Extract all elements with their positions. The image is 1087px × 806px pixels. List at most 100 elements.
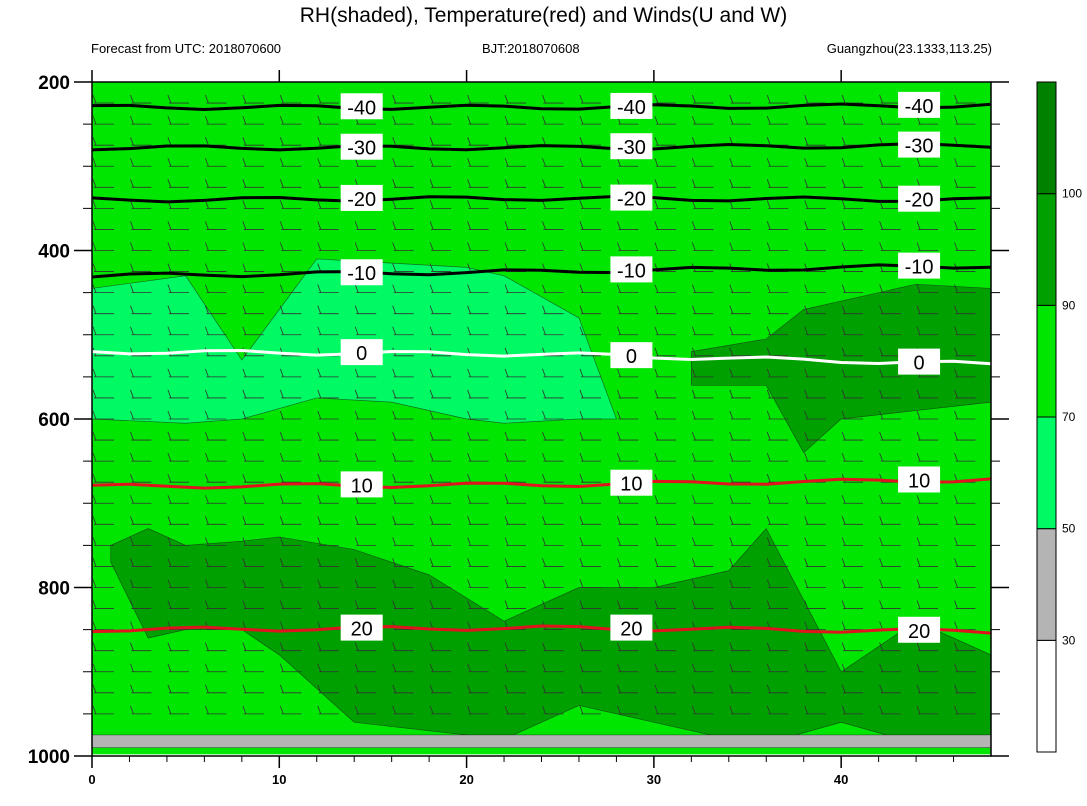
- contour-label-box: [610, 614, 653, 641]
- wind-barb-flag: [579, 242, 584, 251]
- wind-barb-flag: [242, 600, 247, 609]
- wind-barb-flag: [167, 579, 172, 588]
- wind-barb-flag: [130, 621, 134, 630]
- wind-barb-flag: [579, 474, 584, 483]
- temp-contour--40: [91, 102, 992, 112]
- wind-barb-flag: [279, 389, 284, 399]
- wind-barb-flag: [467, 179, 471, 188]
- wind-barb-flag: [279, 200, 284, 209]
- wind-barb-flag: [804, 537, 809, 546]
- wind-barb-flag: [729, 305, 734, 314]
- wind-barb-flag: [654, 179, 659, 188]
- wind-barb-flag: [841, 347, 846, 356]
- wind-barb-flag: [954, 221, 958, 230]
- wind-barb-flag: [429, 284, 434, 293]
- contour-label-box: [898, 466, 941, 493]
- wind-barb-flag: [279, 579, 284, 588]
- wind-barb-flag: [841, 558, 846, 567]
- wind-barb-flag: [766, 431, 771, 441]
- wind-barb-flag: [392, 600, 397, 609]
- wind-barb-flag: [804, 179, 809, 188]
- wind-barb-flag: [242, 705, 247, 715]
- wind-barb-flag: [205, 115, 209, 125]
- wind-barb-flag: [766, 705, 771, 715]
- wind-barb-flag: [205, 579, 209, 588]
- wind-barb-flag: [242, 368, 247, 378]
- colorbar-box: [1036, 416, 1057, 530]
- wind-barb-flag: [542, 474, 546, 483]
- contour-label-box: [340, 614, 383, 641]
- wind-barb-flag: [804, 516, 809, 525]
- contour-label: 10: [908, 470, 930, 492]
- wind-barb-flag: [242, 263, 247, 272]
- wind-barb-flag: [504, 579, 509, 588]
- wind-barb-flag: [504, 537, 509, 546]
- wind-barb-flag: [242, 579, 247, 588]
- wind-barb-flag: [879, 410, 883, 420]
- wind-barb-flag: [205, 179, 209, 188]
- wind-barb-flag: [354, 326, 359, 335]
- contour-label: -10: [905, 257, 934, 279]
- wind-barb-flag: [317, 221, 322, 230]
- wind-barb-flag: [766, 474, 771, 483]
- wind-barb-flag: [130, 200, 134, 209]
- wind-barb-flag: [429, 94, 434, 104]
- wind-barb-flag: [954, 684, 958, 693]
- wind-barb-flag: [429, 663, 434, 672]
- wind-barb-flag: [804, 705, 809, 715]
- wind-barb-flag: [130, 158, 134, 167]
- wind-barb-flag: [130, 663, 134, 672]
- wind-barb-flag: [542, 242, 546, 251]
- wind-barb-flag: [167, 326, 172, 335]
- wind-barb-flag: [766, 516, 771, 525]
- wind-barb-flag: [804, 347, 809, 356]
- colorbar-box: [1036, 639, 1057, 753]
- wind-barb-flag: [954, 158, 958, 167]
- wind-barb-flag: [579, 705, 584, 715]
- wind-barb-flag: [467, 137, 471, 146]
- wind-barb-flag: [617, 221, 621, 230]
- wind-barb-flag: [691, 221, 696, 230]
- wind-barb-flag: [317, 158, 322, 167]
- contour-label-box: [340, 133, 383, 160]
- wind-barb-flag: [392, 579, 397, 588]
- wind-barb-flag: [729, 579, 734, 588]
- wind-barb-flag: [766, 368, 771, 378]
- wind-barb-flag: [205, 242, 209, 251]
- contour-label-box: [898, 616, 941, 643]
- wind-barb-flag: [429, 579, 434, 588]
- wind-barb-flag: [130, 115, 134, 125]
- wind-barb-flag: [804, 663, 809, 672]
- wind-barb-flag: [766, 537, 771, 546]
- colorbar-box: [1036, 304, 1057, 418]
- wind-barb-flag: [92, 537, 97, 546]
- contour-label: -40: [905, 96, 934, 118]
- wind-barb-flag: [130, 368, 134, 378]
- wind-barb-flag: [92, 284, 97, 293]
- wind-barb-flag: [130, 537, 134, 546]
- wind-barb-flag: [729, 537, 734, 546]
- contour-label: -10: [617, 260, 646, 282]
- y-tick-label: 200: [38, 73, 70, 94]
- wind-barb-flag: [841, 705, 846, 715]
- wind-barb-flag: [429, 368, 434, 378]
- wind-barb-flag: [691, 410, 696, 420]
- wind-barb-flag: [954, 200, 958, 209]
- wind-barb-flag: [92, 579, 97, 588]
- wind-barb-flag: [916, 389, 921, 399]
- wind-barb-flag: [841, 94, 846, 104]
- wind-barb-flag: [617, 495, 621, 504]
- wind-barb-flag: [954, 516, 958, 525]
- wind-barb-flag: [279, 452, 284, 462]
- wind-barb-flag: [242, 137, 247, 146]
- wind-barb-flag: [205, 305, 209, 314]
- wind-barb-flag: [205, 537, 209, 546]
- wind-barb-flag: [504, 115, 509, 125]
- wind-barb-flag: [317, 663, 322, 672]
- wind-barb-flag: [916, 663, 921, 672]
- wind-barb-flag: [429, 452, 434, 462]
- wind-barb-flag: [954, 663, 958, 672]
- wind-barb-flag: [205, 410, 209, 420]
- wind-barb-flag: [804, 305, 809, 314]
- wind-barb-flag: [954, 600, 958, 609]
